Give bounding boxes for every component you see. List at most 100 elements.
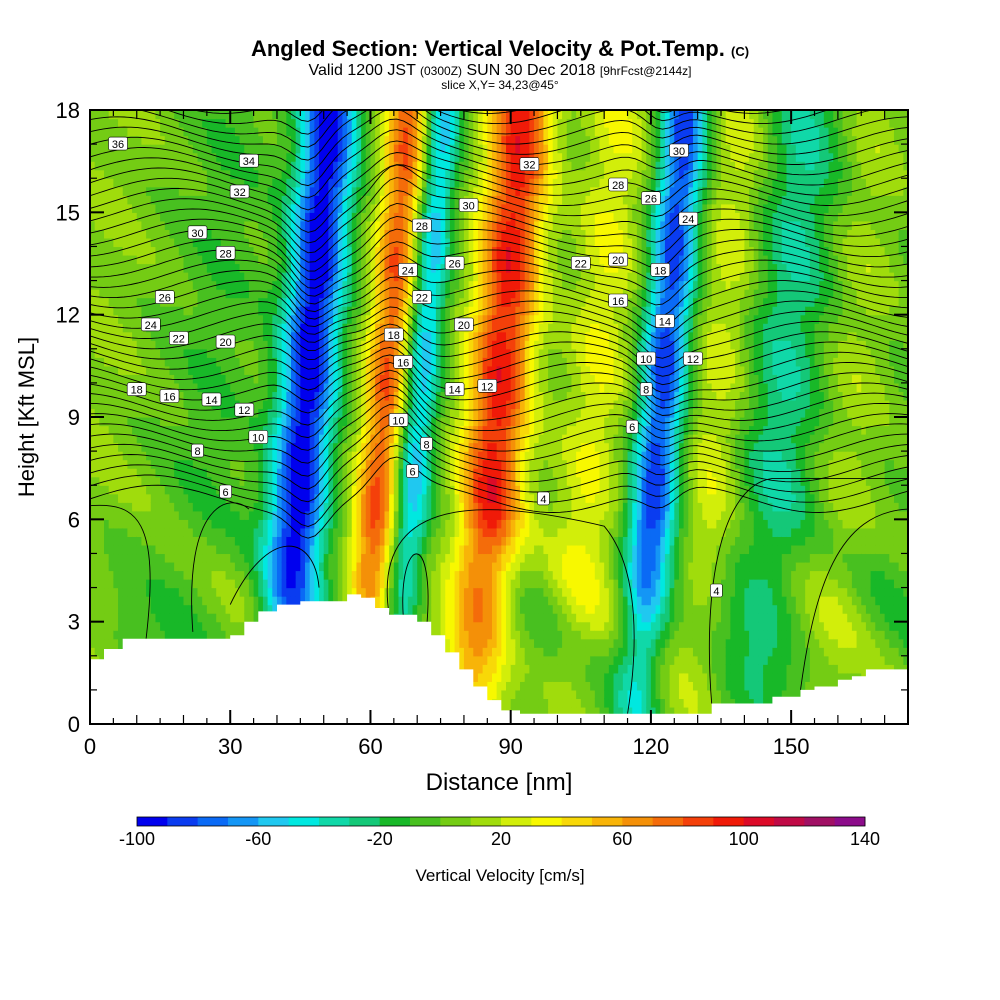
velocity-cell	[276, 570, 283, 580]
velocity-cell	[225, 186, 231, 196]
velocity-cell	[216, 229, 222, 239]
velocity-cell	[351, 468, 358, 478]
velocity-cell	[379, 357, 386, 367]
velocity-cell	[183, 510, 189, 520]
velocity-cell	[314, 544, 320, 555]
velocity-cell	[136, 203, 143, 213]
velocity-cell	[127, 544, 133, 555]
velocity-cell	[108, 195, 114, 205]
velocity-cell	[174, 621, 180, 631]
velocity-cell	[379, 536, 386, 546]
velocity-cell	[164, 613, 171, 623]
velocity-cell	[188, 323, 194, 333]
velocity-cell	[234, 493, 241, 503]
velocity-cell	[104, 110, 110, 120]
velocity-cell	[393, 561, 400, 572]
velocity-cell	[347, 195, 353, 205]
velocity-cell	[239, 144, 245, 154]
velocity-cell	[94, 485, 100, 495]
velocity-cell	[216, 365, 222, 375]
velocity-cell	[328, 382, 334, 393]
velocity-cell	[178, 382, 185, 393]
velocity-cell	[90, 297, 96, 307]
velocity-cell	[258, 579, 264, 589]
velocity-cell	[202, 348, 208, 358]
velocity-cell	[155, 237, 161, 248]
velocity-cell	[183, 493, 189, 503]
velocity-cell	[244, 382, 250, 393]
velocity-cell	[337, 169, 344, 179]
velocity-cell	[281, 246, 287, 256]
velocity-cell	[305, 417, 311, 427]
velocity-cell	[169, 485, 175, 495]
velocity-cell	[337, 374, 344, 384]
velocity-cell	[300, 399, 306, 410]
velocity-cell	[90, 263, 96, 273]
velocity-cell	[155, 127, 161, 137]
velocity-cell	[108, 596, 114, 606]
velocity-cell	[361, 391, 367, 401]
velocity-cell	[267, 476, 273, 486]
velocity-cell	[122, 220, 128, 230]
velocity-cell	[113, 570, 119, 580]
velocity-cell	[389, 382, 395, 393]
velocity-cell	[248, 314, 255, 324]
velocity-cell	[319, 553, 325, 563]
velocity-cell	[398, 246, 404, 256]
velocity-cell	[333, 280, 339, 290]
velocity-cell	[314, 203, 320, 213]
velocity-cell	[314, 596, 320, 606]
velocity-cell	[155, 382, 161, 393]
velocity-cell	[379, 510, 386, 520]
velocity-cell	[118, 220, 124, 230]
velocity-cell	[132, 502, 138, 512]
velocity-cell	[160, 553, 166, 563]
velocity-cell	[202, 527, 208, 537]
velocity-cell	[267, 596, 273, 606]
velocity-cell	[393, 280, 400, 290]
velocity-cell	[216, 169, 222, 179]
velocity-cell	[160, 493, 166, 503]
velocity-cell	[197, 596, 203, 606]
velocity-cell	[122, 186, 128, 196]
velocity-cell	[389, 220, 395, 230]
velocity-cell	[328, 237, 334, 248]
velocity-cell	[333, 434, 339, 444]
velocity-cell	[258, 118, 264, 128]
velocity-cell	[258, 297, 264, 307]
velocity-cell	[94, 561, 100, 572]
velocity-cell	[192, 519, 199, 529]
velocity-cell	[146, 357, 152, 367]
velocity-cell	[113, 348, 119, 358]
velocity-cell	[305, 425, 311, 435]
velocity-cell	[132, 297, 138, 307]
velocity-cell	[253, 604, 259, 614]
velocity-cell	[108, 587, 114, 597]
velocity-cell	[220, 451, 227, 461]
velocity-cell	[347, 169, 353, 179]
velocity-cell	[146, 297, 152, 307]
velocity-cell	[305, 493, 311, 503]
velocity-cell	[398, 365, 404, 375]
velocity-cell	[174, 399, 180, 410]
velocity-cell	[197, 135, 203, 145]
velocity-cell	[108, 254, 114, 265]
velocity-cell	[192, 613, 199, 623]
velocity-cell	[197, 579, 203, 589]
velocity-cell	[365, 331, 372, 341]
velocity-cell	[127, 408, 133, 418]
velocity-cell	[155, 527, 161, 537]
velocity-cell	[347, 229, 353, 239]
velocity-cell	[178, 220, 185, 230]
velocity-cell	[141, 144, 147, 154]
velocity-cell	[356, 212, 362, 222]
velocity-cell	[375, 297, 381, 307]
velocity-cell	[234, 510, 241, 520]
velocity-cell	[384, 152, 390, 162]
velocity-cell	[90, 254, 96, 265]
velocity-cell	[160, 161, 166, 171]
velocity-cell	[379, 519, 386, 529]
velocity-cell	[328, 314, 334, 324]
velocity-cell	[164, 161, 171, 171]
velocity-cell	[375, 536, 381, 546]
